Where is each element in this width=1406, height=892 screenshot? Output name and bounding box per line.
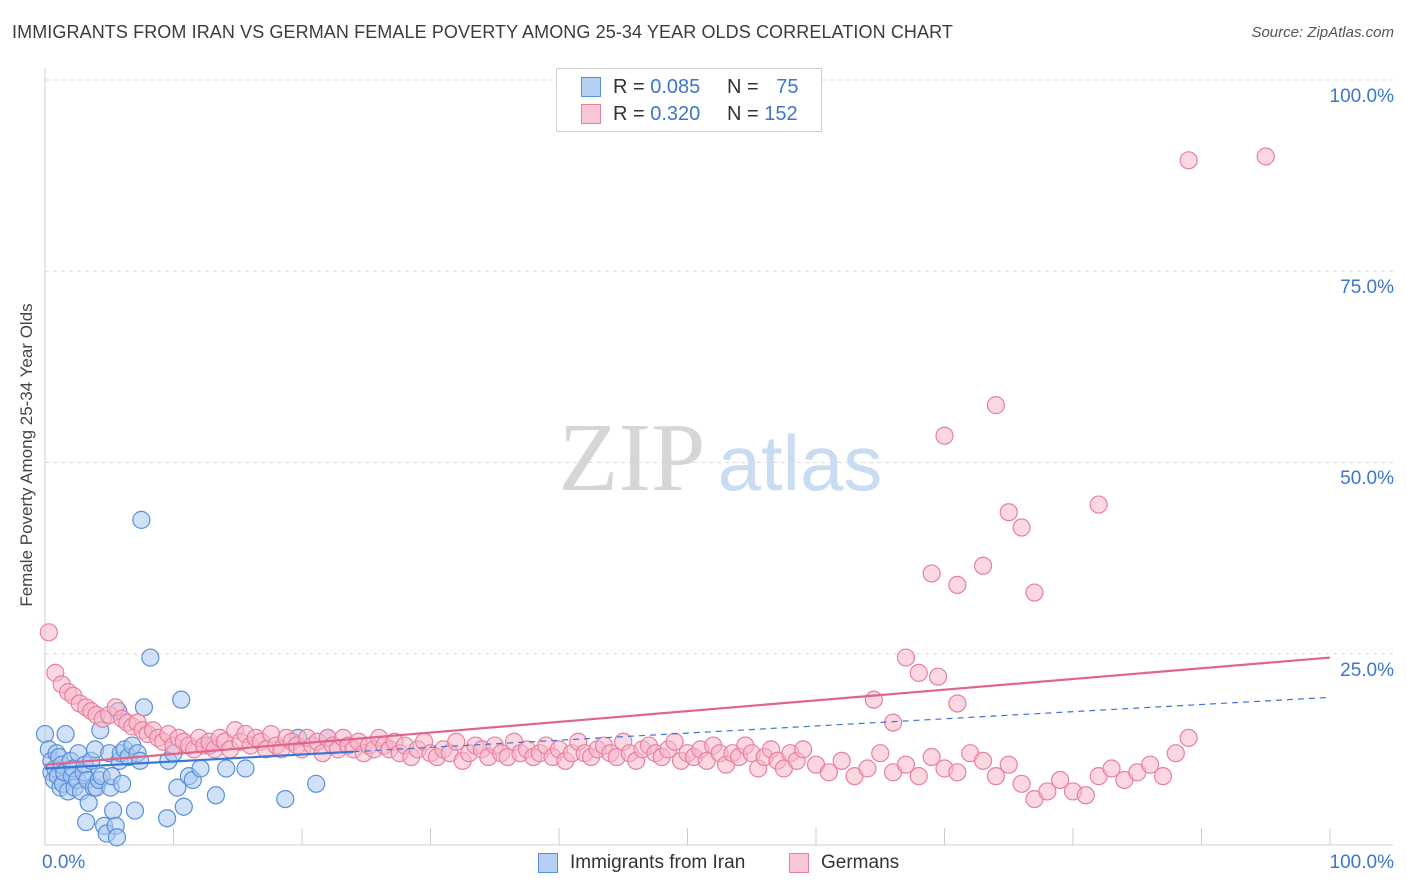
- iran-point: [132, 510, 151, 529]
- german-point: [928, 667, 948, 686]
- iran-point: [191, 759, 210, 778]
- watermark-zip: ZIP: [559, 404, 706, 512]
- iran-point: [307, 774, 326, 793]
- gridlines: [45, 79, 1393, 655]
- german-point: [909, 663, 928, 682]
- chart-title: IMMIGRANTS FROM IRAN VS GERMAN FEMALE PO…: [12, 22, 954, 42]
- legend-row-iran: R = 0.085 N = 75: [581, 76, 811, 100]
- german-point: [1051, 770, 1070, 790]
- iran-point: [56, 724, 75, 744]
- german-point: [1038, 782, 1057, 801]
- german-point: [909, 767, 928, 786]
- iran-point: [134, 698, 154, 717]
- y-tick-75: 75.0%: [1340, 277, 1394, 298]
- legend-n-value: 152: [764, 103, 798, 125]
- german-swatch: [581, 104, 601, 124]
- german-legend-swatch: [789, 853, 809, 873]
- german-point: [973, 751, 993, 770]
- legend-r-value: 0.320: [650, 103, 701, 125]
- iran-point: [276, 789, 295, 809]
- german-point: [999, 755, 1018, 774]
- iran-point: [130, 751, 150, 770]
- german-point: [973, 556, 993, 575]
- iran-legend-swatch: [538, 853, 558, 873]
- legend-n-label: N =: [727, 103, 759, 125]
- iran-point: [107, 828, 127, 847]
- german-point: [864, 690, 883, 709]
- iran-point: [125, 801, 145, 820]
- german-point: [1012, 518, 1031, 537]
- german-point: [1179, 151, 1198, 170]
- iran-point: [206, 786, 226, 805]
- german-point: [1140, 755, 1160, 774]
- german-point: [896, 755, 916, 774]
- iran-point: [104, 801, 123, 820]
- iran-point: [172, 690, 191, 709]
- legend-n-label: N =: [727, 76, 759, 98]
- y-tick-25: 25.0%: [1340, 660, 1394, 681]
- german-point: [794, 740, 813, 759]
- x-tick-max: 100.0%: [1329, 852, 1394, 873]
- axes: [44, 68, 1393, 846]
- german-point: [819, 763, 838, 782]
- german-point: [883, 713, 903, 732]
- iran-trend-line: [44, 750, 354, 770]
- german-point: [871, 744, 890, 763]
- german-point: [999, 503, 1018, 522]
- legend-n-value: 75: [776, 76, 799, 98]
- correlation-legend: R = 0.085 N = 75 R = 0.320 N = 152: [556, 68, 822, 132]
- y-tick-50: 50.0%: [1340, 468, 1394, 489]
- german-point: [1256, 147, 1275, 166]
- iran-point: [174, 797, 193, 816]
- german-point: [935, 426, 954, 445]
- iran-point: [141, 648, 160, 667]
- iran-point: [35, 724, 55, 744]
- german-point: [1012, 774, 1031, 793]
- bottom-legend-iran[interactable]: Immigrants from Iran: [538, 852, 745, 874]
- german-point: [1076, 786, 1095, 805]
- iran-point: [168, 778, 187, 797]
- legend-r-label: R =: [613, 103, 645, 125]
- legend-r-label: R =: [613, 76, 645, 98]
- iran-point: [236, 759, 255, 778]
- legend-r-value: 0.085: [650, 76, 701, 98]
- german-point: [986, 396, 1006, 415]
- iran-swatch: [581, 77, 601, 97]
- german-point: [1166, 744, 1185, 763]
- y-tick-100: 100.0%: [1329, 86, 1394, 107]
- iran-trend-extension: [353, 696, 1331, 753]
- german-point: [832, 751, 851, 770]
- german-point: [986, 767, 1006, 786]
- german-trend-line: [44, 656, 1331, 766]
- german-point: [1102, 759, 1121, 778]
- german-point: [447, 732, 466, 751]
- source-label: Source: ZipAtlas.com: [1251, 24, 1394, 41]
- german-point: [1025, 583, 1044, 602]
- iran-point: [157, 809, 177, 828]
- german-point: [948, 763, 967, 782]
- german-point: [1089, 495, 1108, 514]
- german-point: [896, 648, 916, 667]
- german-point: [922, 747, 941, 767]
- iran-point: [77, 812, 96, 832]
- iran-point: [112, 774, 132, 793]
- german-point: [1179, 728, 1198, 748]
- data-points: [35, 147, 1275, 847]
- german-point: [858, 759, 877, 778]
- trend-lines: [44, 656, 1331, 770]
- german-point: [922, 564, 941, 583]
- watermark-atlas: atlas: [718, 419, 883, 507]
- x-tick-min: 0.0%: [42, 852, 86, 873]
- legend-row-german: R = 0.320 N = 152: [581, 103, 811, 127]
- german-point: [39, 623, 58, 642]
- german-point: [948, 694, 967, 713]
- bottom-legend-german[interactable]: Germans: [789, 852, 899, 874]
- german-legend-label: Germans: [821, 852, 900, 873]
- iran-point: [217, 759, 236, 778]
- german-point: [1153, 767, 1173, 786]
- iran-legend-label: Immigrants from Iran: [570, 852, 746, 873]
- iran-point: [79, 793, 98, 813]
- german-point: [948, 575, 967, 595]
